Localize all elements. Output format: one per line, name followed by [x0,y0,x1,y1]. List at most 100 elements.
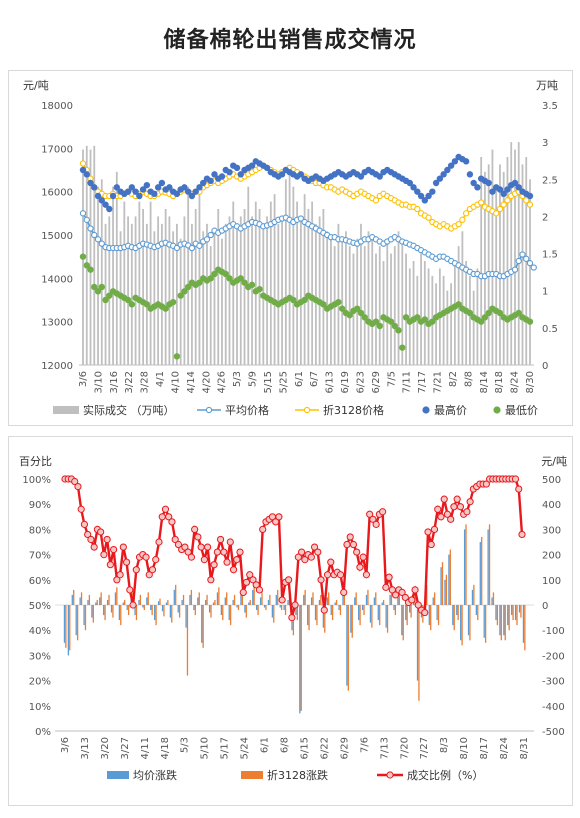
ratio-point [356,563,364,571]
y-tick-right: -200 [542,651,565,662]
volume-bar [206,223,208,365]
low-price-point [361,314,368,321]
low-price-point [226,275,233,282]
low-price-point [320,301,327,308]
p3128-change-bar [80,592,83,605]
low-price-point [485,309,492,317]
volume-bar [427,268,430,365]
avg-change-bar [393,605,395,611]
ratio-point [181,543,189,551]
p3128-change-bar [139,594,142,605]
x-tick: 6/29 [371,371,382,393]
p3128-change-bar [394,605,397,616]
volume-bar [281,216,283,365]
ratio-point [84,530,92,539]
volume-bar [191,223,193,365]
p3128-change-bar [229,605,232,626]
y-tick-left: 14000 [41,274,73,285]
avg-change-bar [110,605,113,613]
avg-change-bar [491,597,493,605]
high-price-point [113,184,121,191]
volume-bar [363,246,366,365]
volume-bar [108,216,111,365]
avg-change-bar [87,599,89,605]
p3128-change-bar [437,605,440,626]
x-tick: 8/18 [494,371,505,393]
avg-change-bar [189,594,191,605]
volume-bar [337,223,340,365]
ratio-point [223,558,231,566]
low-price-point [207,275,214,282]
avg-change-bar [126,605,128,611]
x-tick: 8/24 [499,737,510,759]
p3128-change-bar [477,605,479,621]
volume-bar [375,253,377,365]
avg-change-bar [373,597,376,605]
high-price-point [233,164,241,172]
p3128-change-bar [343,587,346,605]
ratio-point [430,525,439,534]
x-tick: 5/17 [220,737,231,759]
avg-price-point [526,260,534,267]
low-price-point [173,353,181,360]
volume-bar [145,223,148,365]
volume-bar [480,157,483,365]
p3128-price-point [459,216,466,223]
ratio-point [285,576,293,584]
y-tick-left: 80% [29,525,51,536]
legend-swatch-marker [205,406,213,414]
y-tick-left: 40% [29,626,51,637]
high-price-point [410,184,417,191]
volume-bar [97,186,99,365]
p3128-change-bar [441,562,444,605]
volume-bar [468,275,471,365]
volume-bar [378,246,381,365]
p3128-change-bar [520,605,522,618]
low-price-point [421,316,429,323]
ratio-point [291,601,299,609]
high-price-point [136,192,143,200]
p3128-price-point [526,201,534,208]
x-tick: 5/3 [180,737,191,753]
ratio-point [424,528,432,536]
chart-panel-ratio: 百分比 元/吨 0% 10% 20% 30% 40% 50% 60% 70% 80% 90% 100% -… [8,436,573,806]
low-price-point [79,253,87,260]
avg-change-bar [106,599,109,605]
legend-label: 折3128价格 [323,403,384,417]
avg-change-bar [385,605,387,628]
ratio-point [385,573,393,581]
avg-change-bar [256,605,258,611]
y-tick-left: 15000 [41,231,73,242]
y-tick-right: 300 [542,525,561,536]
avg-change-bar [314,605,317,621]
avg-change-bar [483,605,485,638]
x-tick: 6/1 [294,371,305,387]
high-price-point [436,175,444,182]
high-price-point [414,188,421,195]
volume-bar [412,261,415,365]
avg-change-bar [365,594,368,605]
ratio-point [226,538,234,546]
high-price-point [83,171,90,178]
volume-bar [371,238,374,365]
volume-bar [450,283,453,365]
x-tick: 8/24 [510,371,521,393]
volume-bar [311,201,314,365]
low-price-point [241,279,248,286]
low-price-point [181,288,188,295]
avg-change-bar [350,605,352,633]
avg-change-bar [71,594,73,605]
y-tick-right: 2 [542,212,548,223]
ratio-point [382,583,390,591]
p3128-change-bar [484,605,487,643]
ratio-point [447,515,455,523]
y-axis-unit-left: 元/吨 [23,79,49,92]
ratio-point [236,548,244,556]
avg-price-point [83,216,90,223]
ratio-point [148,566,157,574]
low-price-point [526,318,534,325]
y-tick-right: 200 [542,551,561,562]
p3128-price-point [523,197,530,204]
low-price-point [402,314,410,321]
x-tick: 7/17 [417,371,428,393]
